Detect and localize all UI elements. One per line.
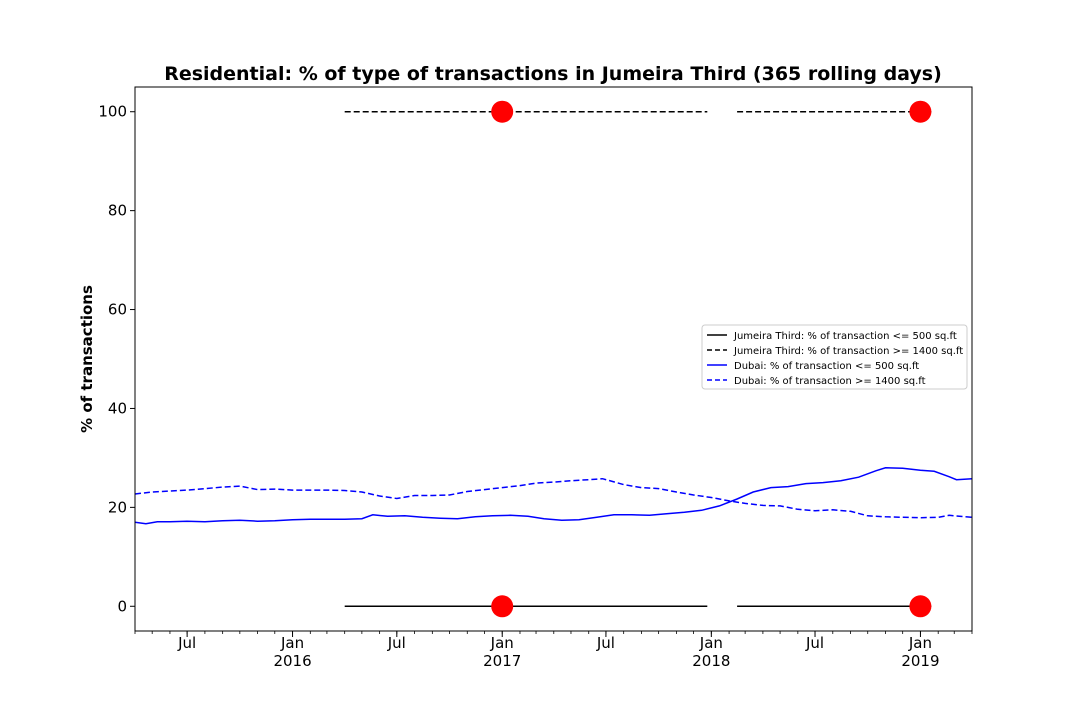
x-tick-label: Jul <box>387 634 406 652</box>
red-marker-point <box>491 595 514 618</box>
y-tick-label: 100 <box>98 103 127 121</box>
x-tick-label: Jul <box>177 634 196 652</box>
legend-entry-label: Jumeira Third: % of transaction <= 500 s… <box>733 331 957 342</box>
y-tick-label: 80 <box>108 202 127 220</box>
red-marker-point <box>909 100 932 123</box>
series-lines <box>135 110 972 608</box>
x-tick-label: Jan <box>280 634 304 652</box>
legend-entry-label: Dubai: % of transaction >= 1400 sq.ft <box>734 376 926 387</box>
series-line-3-segment-1 <box>135 467 972 525</box>
series-line-4-segment-1 <box>135 477 972 519</box>
x-tick-label: Jan <box>908 634 932 652</box>
y-tick-label: 60 <box>108 301 127 319</box>
x-tick-year-label: 2017 <box>483 652 521 670</box>
legend-entry-label: Jumeira Third: % of transaction >= 1400 … <box>733 346 963 357</box>
y-axis-label: % of transactions <box>78 285 96 433</box>
legend-entry-label: Dubai: % of transaction <= 500 sq.ft <box>734 361 919 372</box>
legend: Jumeira Third: % of transaction <= 500 s… <box>701 324 968 390</box>
x-tick-label: Jan <box>490 634 514 652</box>
red-marker-point <box>491 100 514 123</box>
y-tick-label: 0 <box>117 597 127 615</box>
red-marker-point <box>909 595 932 618</box>
y-tick-label: 40 <box>108 399 127 417</box>
x-tick-label: Jan <box>699 634 723 652</box>
x-tick-label: Jul <box>805 634 824 652</box>
x-tick-year-label: 2016 <box>273 652 311 670</box>
legend-box <box>701 324 968 390</box>
x-tick-year-label: 2019 <box>901 652 939 670</box>
y-tick-label: 20 <box>108 498 127 516</box>
x-tick-year-label: 2018 <box>692 652 730 670</box>
chart-title: Residential: % of type of transactions i… <box>164 63 942 85</box>
x-tick-label: Jul <box>596 634 615 652</box>
